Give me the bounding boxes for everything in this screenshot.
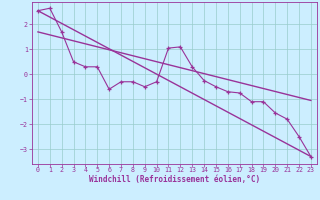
X-axis label: Windchill (Refroidissement éolien,°C): Windchill (Refroidissement éolien,°C) [89, 175, 260, 184]
